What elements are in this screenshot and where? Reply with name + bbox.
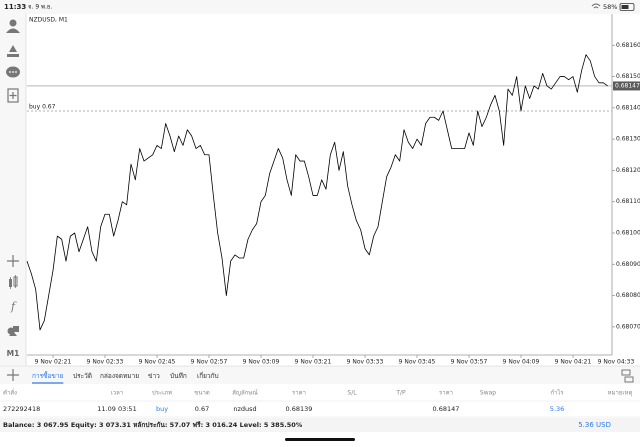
y-tick-label: 0.68150 bbox=[616, 73, 640, 80]
order-label: buy 0.67 bbox=[29, 103, 56, 110]
table-cell[interactable]: buy bbox=[156, 405, 168, 413]
objects-button[interactable] bbox=[7, 326, 20, 336]
tab[interactable]: บันทึก bbox=[170, 372, 187, 380]
column-header: ประเภท bbox=[152, 390, 172, 397]
tab[interactable]: ประวัติ bbox=[73, 372, 92, 380]
x-tick-label: 9 Nov 03:33 bbox=[347, 359, 384, 366]
table-cell[interactable]: 0.68147 bbox=[433, 405, 460, 413]
x-tick-label: 9 Nov 03:09 bbox=[243, 359, 280, 366]
account-summary: Balance: 3 067.95 Equity: 3 073.31 หลักป… bbox=[3, 421, 303, 429]
x-tick-label: 9 Nov 03:45 bbox=[399, 359, 436, 366]
column-header: คำสั่ง bbox=[3, 389, 17, 397]
x-tick-label: 9 Nov 04:21 bbox=[555, 359, 592, 366]
y-tick-label: 0.68110 bbox=[616, 198, 640, 205]
column-header: Swap bbox=[480, 390, 496, 397]
timeframe-button[interactable]: M1 bbox=[7, 349, 20, 358]
y-tick-label: 0.68090 bbox=[616, 261, 640, 268]
battery-level: 58% bbox=[603, 3, 617, 11]
table-cell[interactable]: nzdusd bbox=[233, 405, 256, 413]
wifi-icon bbox=[591, 3, 601, 9]
total-profit: 5.36 USD bbox=[578, 421, 611, 429]
y-tick-label: 0.68120 bbox=[616, 167, 640, 174]
table-cell[interactable]: 5.36 bbox=[550, 405, 564, 413]
table-cell[interactable]: 0.68139 bbox=[286, 405, 313, 413]
table-cell[interactable]: 0.67 bbox=[195, 405, 209, 413]
status-bar bbox=[0, 0, 640, 14]
chart-title: NZDUSD, M1 bbox=[29, 17, 68, 24]
tab[interactable]: การซื้อขาย bbox=[32, 371, 63, 380]
column-header: กำไร bbox=[550, 389, 564, 397]
tab[interactable]: เกี่ยวกับ bbox=[197, 371, 219, 380]
tab-bar bbox=[0, 366, 640, 384]
column-header: ราคา bbox=[439, 390, 453, 397]
column-header: เวลา bbox=[111, 390, 123, 397]
y-tick-label: 0.68140 bbox=[616, 104, 640, 111]
y-tick-label: 0.68160 bbox=[616, 42, 640, 49]
x-tick-label: 9 Nov 04:33 bbox=[598, 359, 635, 366]
table-cell[interactable]: 272292418 bbox=[3, 405, 40, 413]
y-tick-label: 0.68130 bbox=[616, 136, 640, 143]
chat-button[interactable] bbox=[6, 66, 20, 78]
new-chart-button[interactable] bbox=[7, 88, 19, 103]
crosshair-button[interactable] bbox=[7, 255, 19, 267]
column-header: S/L bbox=[347, 390, 357, 397]
status-date: จ. 9 พ.ย. bbox=[28, 4, 52, 11]
column-header: T/P bbox=[395, 390, 406, 397]
tab[interactable]: ข่าว bbox=[148, 372, 160, 380]
battery-icon bbox=[619, 3, 635, 11]
x-tick-label: 9 Nov 02:21 bbox=[35, 359, 72, 366]
panel-menu-button[interactable] bbox=[621, 369, 634, 383]
home-indicator bbox=[285, 438, 355, 441]
column-header: ขนาด bbox=[194, 390, 210, 397]
x-tick-label: 9 Nov 03:21 bbox=[295, 359, 332, 366]
x-tick-label: 9 Nov 02:45 bbox=[139, 359, 176, 366]
add-button[interactable] bbox=[7, 369, 19, 381]
y-tick-label: 0.68070 bbox=[616, 323, 640, 330]
y-tick-label: 0.68100 bbox=[616, 229, 640, 236]
column-header: หมายเหตุ bbox=[608, 390, 633, 397]
battery-fill bbox=[621, 5, 629, 9]
table-cell[interactable]: 11.09 03:51 bbox=[97, 405, 136, 413]
current-price-box bbox=[613, 81, 640, 91]
x-tick-label: 9 Nov 02:57 bbox=[191, 359, 228, 366]
svg-text:f: f bbox=[10, 300, 17, 313]
status-time: 11:33 bbox=[4, 3, 26, 11]
function-button[interactable]: f bbox=[10, 300, 17, 313]
indicators-button[interactable] bbox=[9, 275, 18, 289]
column-header: สัญลักษณ์ bbox=[232, 389, 258, 397]
account-button[interactable] bbox=[6, 19, 20, 34]
current-price-label: 0.68147 bbox=[615, 82, 640, 89]
column-header: ราคา bbox=[292, 390, 306, 397]
y-tick-label: 0.68080 bbox=[616, 292, 640, 299]
x-tick-label: 9 Nov 02:33 bbox=[87, 359, 124, 366]
tab[interactable]: กล่องจดหมาย bbox=[100, 372, 139, 380]
x-tick-label: 9 Nov 04:09 bbox=[503, 359, 540, 366]
x-tick-label: 9 Nov 03:57 bbox=[451, 359, 488, 366]
price-line bbox=[26, 54, 608, 331]
summary-bar bbox=[0, 418, 640, 432]
trade-button[interactable] bbox=[7, 45, 19, 57]
